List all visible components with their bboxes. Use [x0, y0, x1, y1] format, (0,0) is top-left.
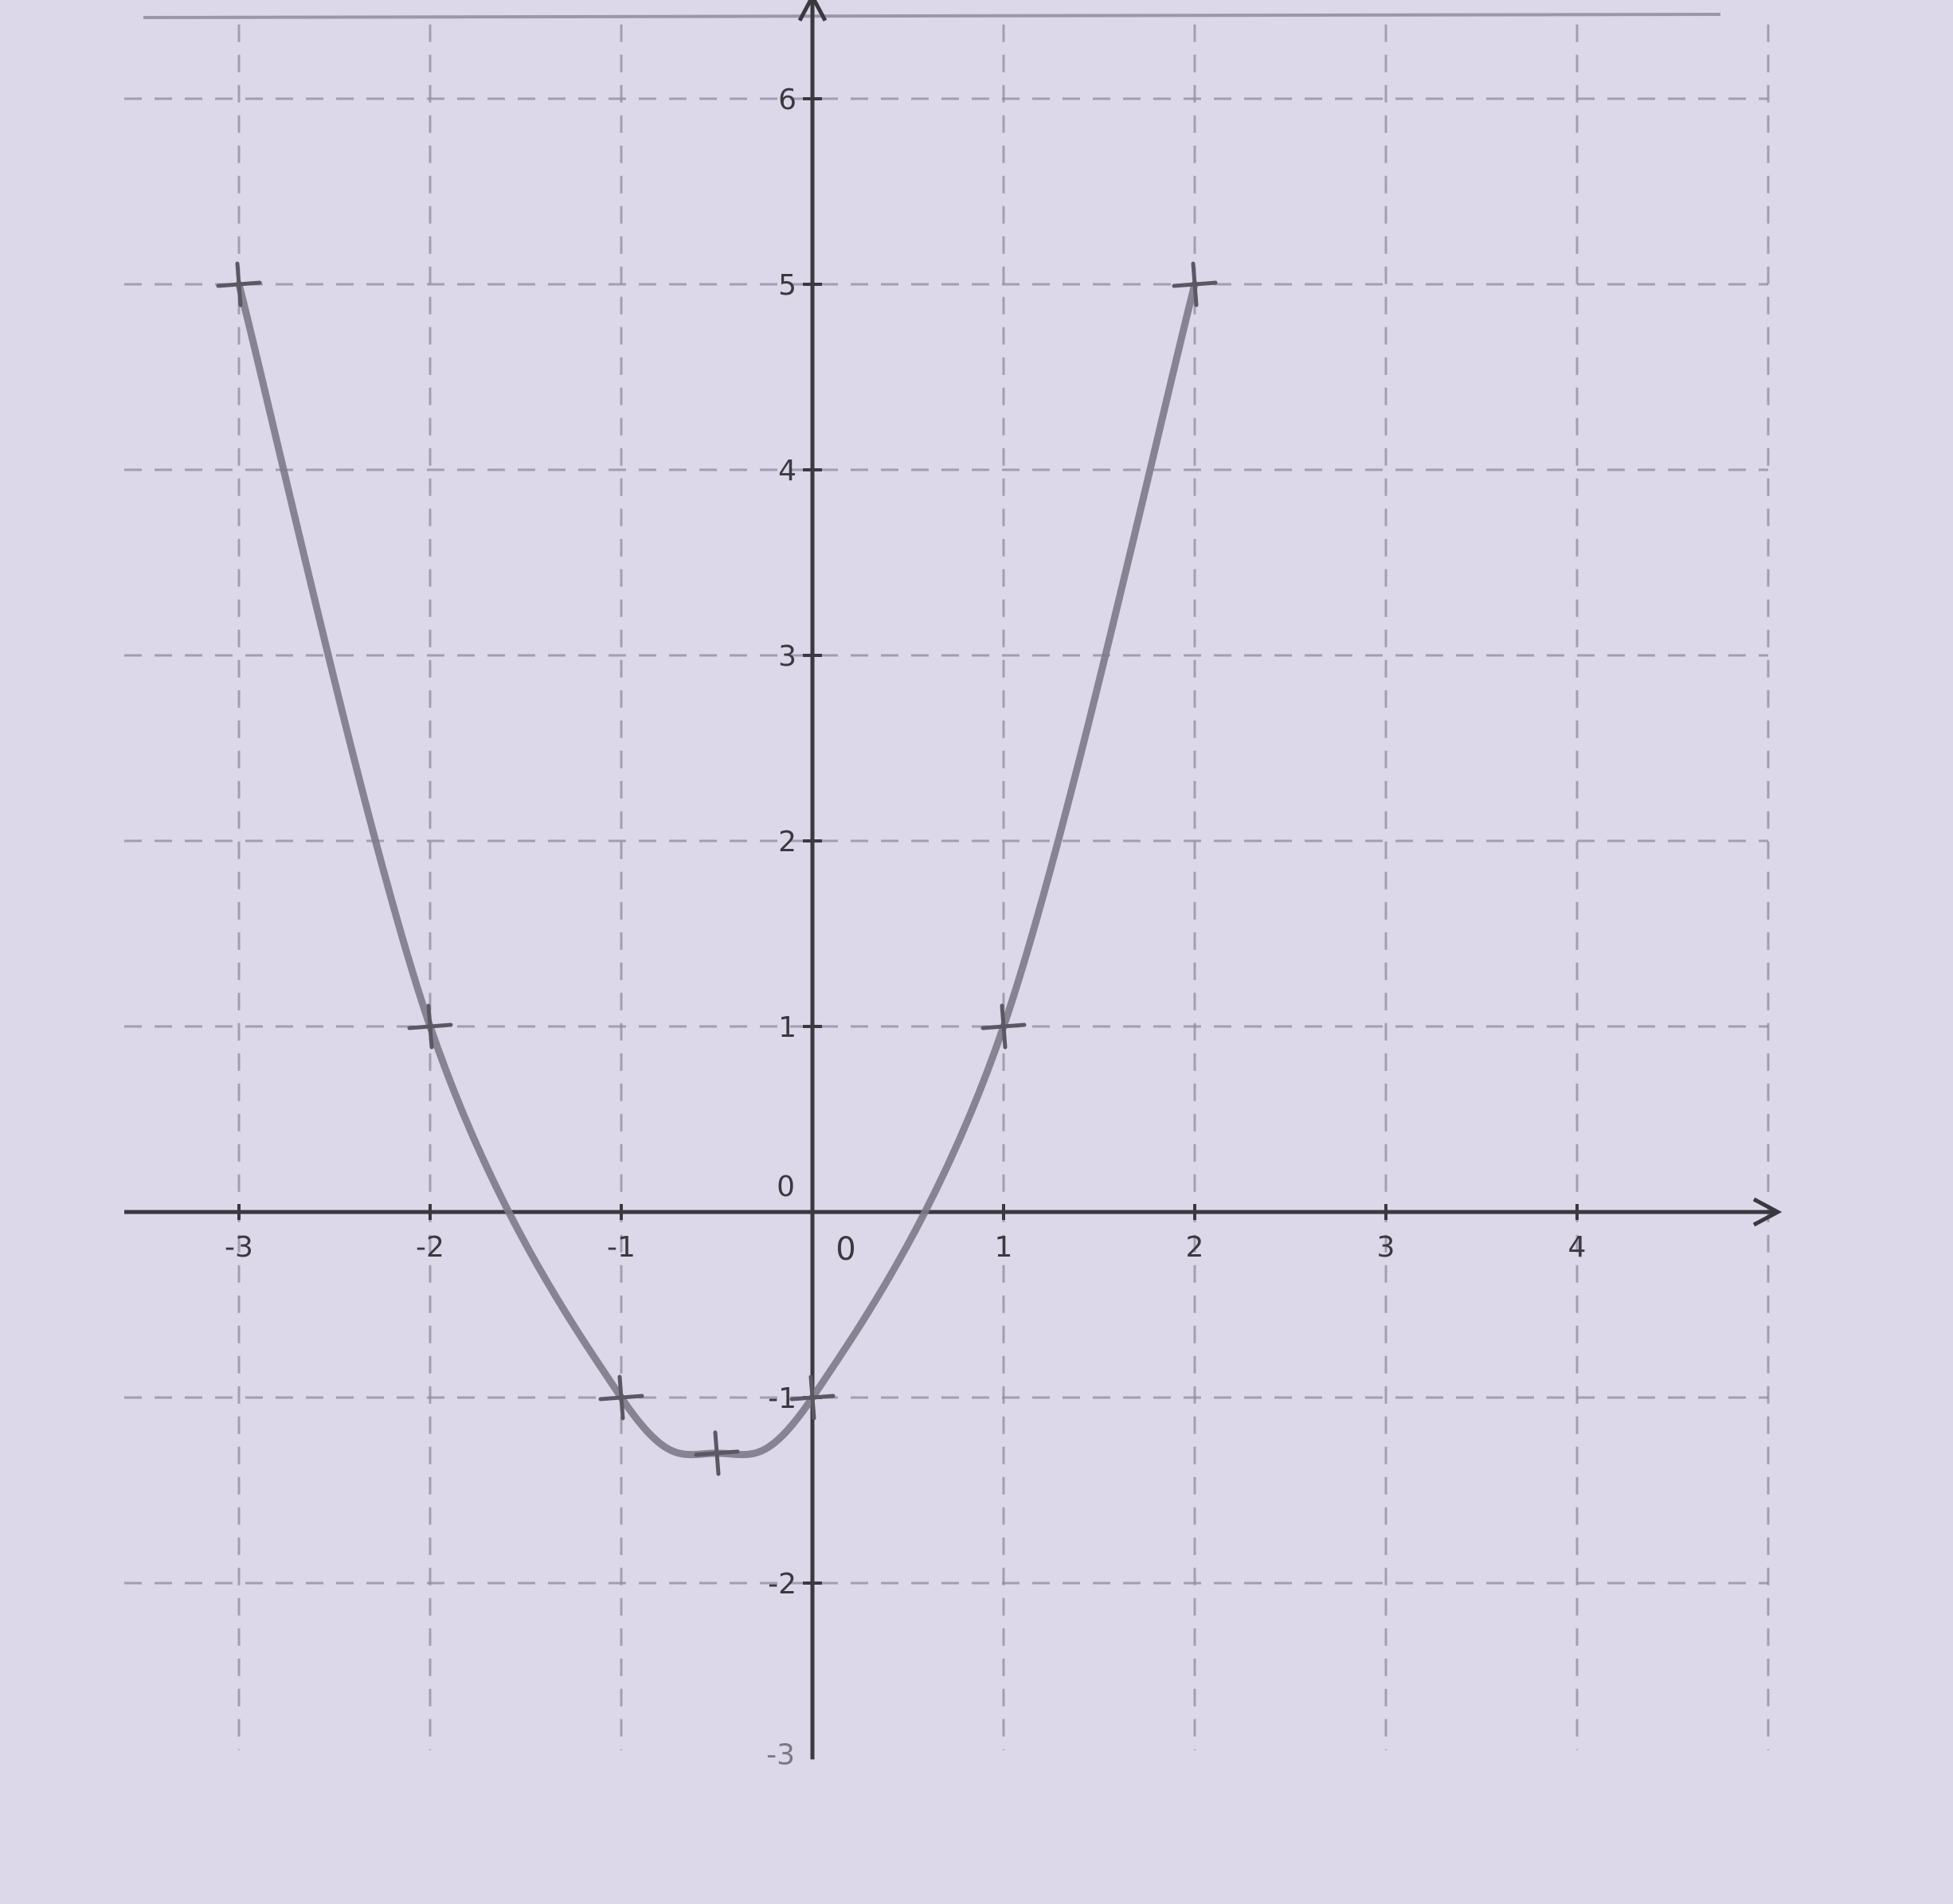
- data-point-stroke-v: [1191, 261, 1199, 307]
- y-tick-label: 2: [778, 826, 796, 858]
- data-point: [694, 1430, 740, 1476]
- axes: [124, 0, 1783, 1760]
- data-point: [789, 1374, 836, 1421]
- x-tick-label: -3: [225, 1231, 253, 1264]
- y-tick-label: 4: [778, 455, 796, 487]
- origin-label: 0: [836, 1231, 855, 1268]
- y-tick-label: 3: [778, 640, 796, 673]
- x-tick-label: 1: [995, 1231, 1013, 1264]
- data-point-stroke-v: [713, 1430, 721, 1476]
- y-bottom-label: -3: [766, 1738, 795, 1771]
- x-tick-label: -1: [607, 1231, 636, 1264]
- data-point-stroke-v: [1000, 1003, 1008, 1050]
- data-point-stroke-v: [426, 1003, 434, 1050]
- grid: [124, 24, 1770, 1750]
- data-point: [980, 1003, 1027, 1050]
- x-tick-label: 4: [1568, 1231, 1587, 1264]
- data-point-stroke-v: [235, 261, 243, 307]
- y-zero-label: 0: [777, 1171, 795, 1203]
- x-tick-label: -2: [416, 1231, 444, 1264]
- x-tick-label: 3: [1377, 1231, 1395, 1264]
- y-tick-label: 1: [778, 1011, 796, 1044]
- y-tick-label: -2: [768, 1568, 796, 1601]
- y-tick-label: 6: [778, 84, 796, 116]
- paper-top-edge: [143, 13, 1721, 19]
- data-point-stroke-v: [617, 1374, 625, 1421]
- x-axis-arrow: [1752, 1197, 1783, 1227]
- data-point: [216, 261, 262, 307]
- data-point: [1172, 261, 1218, 307]
- y-tick-label: 5: [778, 269, 796, 302]
- data-point-stroke-v: [808, 1374, 816, 1421]
- data-point: [598, 1374, 644, 1421]
- point-marks: [216, 261, 1218, 1476]
- data-point: [407, 1003, 453, 1050]
- y-axis-arrow: [797, 0, 828, 22]
- x-tick-label: 2: [1186, 1231, 1204, 1264]
